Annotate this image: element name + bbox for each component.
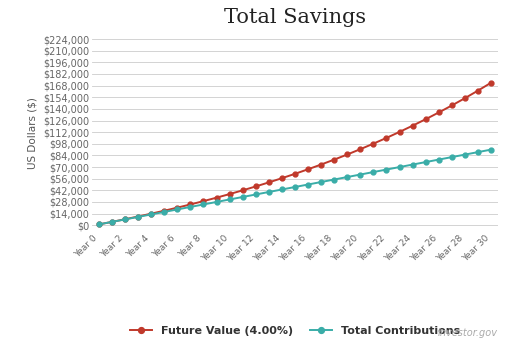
- Future Value (4.00%): [370, 142, 377, 146]
- Future Value (4.00%): [266, 180, 272, 184]
- Future Value (4.00%): [187, 203, 193, 207]
- Future Value (4.00%): [174, 206, 181, 210]
- Future Value (4.00%): [96, 222, 102, 226]
- Total Contributions: [292, 185, 298, 189]
- Total Contributions: [344, 175, 350, 179]
- Total Contributions: [174, 207, 181, 211]
- Future Value (4.00%): [279, 176, 285, 180]
- Total Contributions: [161, 210, 167, 214]
- Total Contributions: [449, 155, 455, 159]
- Total Contributions: [383, 167, 389, 172]
- Future Value (4.00%): [253, 184, 259, 189]
- Future Value (4.00%): [383, 136, 389, 140]
- Total Contributions: [370, 170, 377, 174]
- Future Value (4.00%): [475, 89, 481, 93]
- Total Contributions: [409, 163, 416, 167]
- Future Value (4.00%): [161, 209, 167, 213]
- Line: Total Contributions: Total Contributions: [96, 147, 494, 227]
- Future Value (4.00%): [122, 217, 128, 221]
- Total Contributions: [122, 217, 128, 221]
- Total Contributions: [423, 160, 429, 164]
- Future Value (4.00%): [318, 163, 324, 167]
- Future Value (4.00%): [109, 220, 115, 224]
- Total Contributions: [135, 215, 141, 219]
- Total Contributions: [109, 220, 115, 224]
- Future Value (4.00%): [240, 188, 246, 192]
- Total Contributions: [213, 200, 220, 204]
- Future Value (4.00%): [357, 147, 363, 151]
- Line: Future Value (4.00%): Future Value (4.00%): [96, 80, 494, 227]
- Text: Investor.gov: Investor.gov: [438, 328, 498, 338]
- Total Contributions: [148, 212, 154, 217]
- Total Contributions: [488, 148, 494, 152]
- Title: Total Savings: Total Savings: [224, 8, 366, 27]
- Total Contributions: [266, 190, 272, 194]
- Total Contributions: [253, 192, 259, 196]
- Future Value (4.00%): [436, 110, 442, 115]
- Total Contributions: [475, 150, 481, 154]
- Future Value (4.00%): [305, 167, 311, 171]
- Future Value (4.00%): [135, 214, 141, 219]
- Legend: Future Value (4.00%), Total Contributions: Future Value (4.00%), Total Contribution…: [124, 321, 466, 341]
- Future Value (4.00%): [397, 130, 403, 134]
- Future Value (4.00%): [213, 196, 220, 200]
- Total Contributions: [397, 165, 403, 169]
- Future Value (4.00%): [488, 81, 494, 85]
- Future Value (4.00%): [331, 158, 337, 162]
- Total Contributions: [96, 222, 102, 226]
- Total Contributions: [279, 188, 285, 192]
- Total Contributions: [227, 197, 233, 202]
- Future Value (4.00%): [227, 192, 233, 196]
- Total Contributions: [357, 173, 363, 177]
- Total Contributions: [462, 152, 468, 157]
- Total Contributions: [240, 195, 246, 199]
- Future Value (4.00%): [409, 124, 416, 128]
- Future Value (4.00%): [148, 212, 154, 216]
- Total Contributions: [331, 177, 337, 181]
- Total Contributions: [187, 205, 193, 209]
- Y-axis label: US Dollars ($): US Dollars ($): [28, 97, 38, 169]
- Future Value (4.00%): [292, 172, 298, 176]
- Future Value (4.00%): [423, 117, 429, 121]
- Total Contributions: [305, 182, 311, 187]
- Future Value (4.00%): [344, 152, 350, 157]
- Total Contributions: [201, 203, 207, 207]
- Total Contributions: [436, 158, 442, 162]
- Future Value (4.00%): [449, 103, 455, 107]
- Total Contributions: [318, 180, 324, 184]
- Future Value (4.00%): [201, 199, 207, 203]
- Future Value (4.00%): [462, 96, 468, 100]
